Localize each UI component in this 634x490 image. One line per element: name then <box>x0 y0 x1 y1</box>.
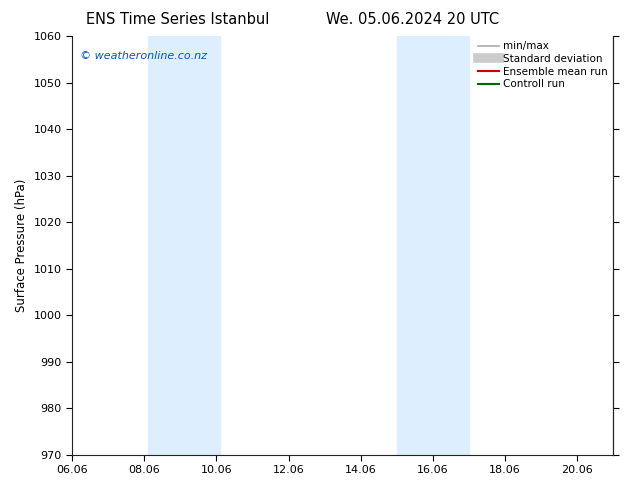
Bar <box>184 36 220 455</box>
Legend: min/max, Standard deviation, Ensemble mean run, Controll run: min/max, Standard deviation, Ensemble me… <box>476 39 611 91</box>
Text: We. 05.06.2024 20 UTC: We. 05.06.2024 20 UTC <box>325 12 499 27</box>
Bar <box>148 36 184 455</box>
Bar <box>397 36 433 455</box>
Bar <box>433 36 469 455</box>
Y-axis label: Surface Pressure (hPa): Surface Pressure (hPa) <box>15 179 28 312</box>
Text: © weatheronline.co.nz: © weatheronline.co.nz <box>81 51 207 61</box>
Text: ENS Time Series Istanbul: ENS Time Series Istanbul <box>86 12 269 27</box>
